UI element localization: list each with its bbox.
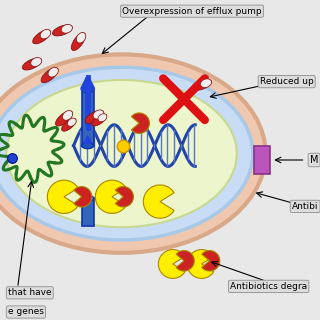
Ellipse shape xyxy=(6,80,237,227)
Bar xyxy=(82,90,94,146)
Ellipse shape xyxy=(40,29,51,39)
Polygon shape xyxy=(131,113,149,133)
Polygon shape xyxy=(176,251,194,271)
Ellipse shape xyxy=(62,118,76,131)
Polygon shape xyxy=(143,185,174,218)
Text: Antibi: Antibi xyxy=(292,202,318,211)
Ellipse shape xyxy=(82,143,94,148)
Bar xyxy=(254,146,270,174)
Ellipse shape xyxy=(98,114,107,122)
Text: Reduced up: Reduced up xyxy=(260,77,314,86)
Polygon shape xyxy=(158,250,185,278)
Polygon shape xyxy=(202,251,220,271)
Ellipse shape xyxy=(61,24,72,33)
Text: Antibiotics degra: Antibiotics degra xyxy=(230,282,307,291)
Ellipse shape xyxy=(82,87,94,93)
Ellipse shape xyxy=(82,195,94,202)
Ellipse shape xyxy=(85,110,104,123)
Ellipse shape xyxy=(68,118,76,126)
Text: e genes: e genes xyxy=(8,308,44,316)
Polygon shape xyxy=(47,180,78,213)
Ellipse shape xyxy=(71,33,85,51)
Ellipse shape xyxy=(0,54,266,253)
Ellipse shape xyxy=(92,114,107,126)
Ellipse shape xyxy=(33,30,51,44)
Ellipse shape xyxy=(41,68,58,83)
Ellipse shape xyxy=(200,79,212,88)
Polygon shape xyxy=(115,187,133,207)
Text: Overexpression of efflux pump: Overexpression of efflux pump xyxy=(122,7,262,16)
Bar xyxy=(82,198,94,226)
Text: that have: that have xyxy=(8,288,52,297)
Ellipse shape xyxy=(192,79,212,90)
Ellipse shape xyxy=(48,67,58,77)
Ellipse shape xyxy=(62,110,73,120)
Ellipse shape xyxy=(0,67,253,240)
Polygon shape xyxy=(95,180,126,213)
Text: M: M xyxy=(310,155,318,165)
Ellipse shape xyxy=(31,58,42,67)
Ellipse shape xyxy=(93,110,104,119)
Ellipse shape xyxy=(52,25,72,36)
Polygon shape xyxy=(187,250,214,278)
Polygon shape xyxy=(74,187,92,207)
Ellipse shape xyxy=(56,111,72,126)
Ellipse shape xyxy=(76,33,86,43)
Ellipse shape xyxy=(22,58,42,70)
